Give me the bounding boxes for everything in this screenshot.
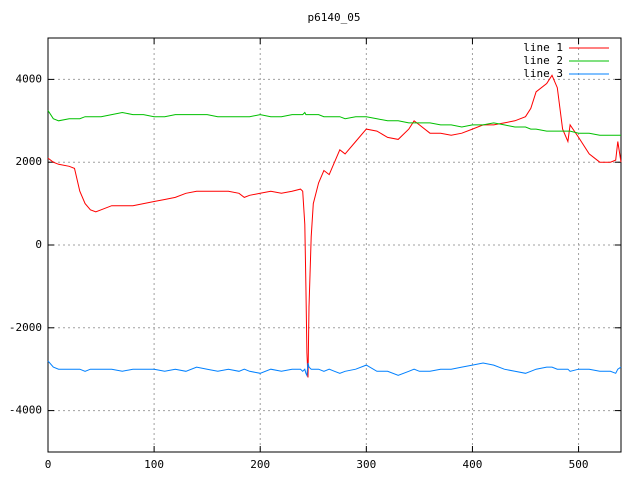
x-tick-label: 0 <box>45 458 52 471</box>
y-tick-label: -2000 <box>9 321 42 334</box>
x-tick-label: 200 <box>250 458 270 471</box>
legend-label: line 3 <box>523 67 563 80</box>
legend-label: line 1 <box>523 41 563 54</box>
chart-title: p6140_05 <box>308 11 361 24</box>
data-line <box>47 110 621 136</box>
y-tick-label: -4000 <box>9 404 42 417</box>
data-line <box>47 74 622 378</box>
y-tick-label: 0 <box>35 238 42 251</box>
data-line <box>47 360 622 378</box>
y-tick-label: 2000 <box>16 155 43 168</box>
legend-label: line 2 <box>523 54 563 67</box>
x-tick-label: 400 <box>463 458 483 471</box>
x-tick-label: 300 <box>356 458 376 471</box>
x-tick-label: 100 <box>144 458 164 471</box>
y-tick-label: 4000 <box>16 72 43 85</box>
x-tick-label: 500 <box>569 458 589 471</box>
plot-frame <box>47 37 622 453</box>
